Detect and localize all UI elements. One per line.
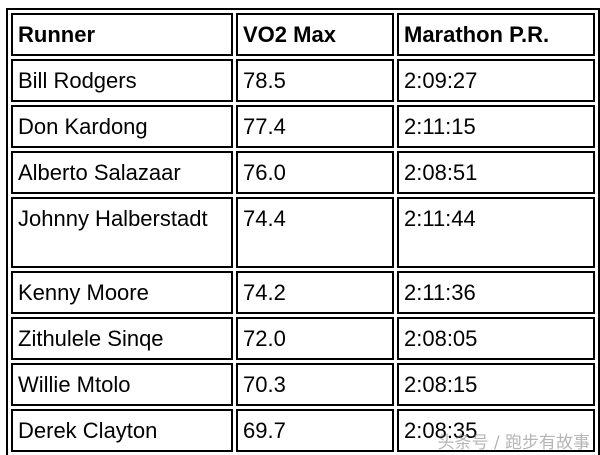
runner-cell: Bill Rodgers <box>11 59 233 102</box>
table-row: Zithulele Sinqe 72.0 2:08:05 <box>11 317 595 360</box>
vo2-cell: 76.0 <box>236 151 394 194</box>
header-marathon-pr: Marathon P.R. <box>397 13 595 56</box>
runner-vo2-table: Runner VO2 Max Marathon P.R. Bill Rodger… <box>6 8 600 455</box>
header-vo2-max: VO2 Max <box>236 13 394 56</box>
table-row: Alberto Salazaar 76.0 2:08:51 <box>11 151 595 194</box>
runner-cell: Don Kardong <box>11 105 233 148</box>
table-row: Willie Mtolo 70.3 2:08:15 <box>11 363 595 406</box>
table-row: Johnny Halberstadt 74.4 2:11:44 <box>11 197 595 268</box>
runner-cell: Zithulele Sinqe <box>11 317 233 360</box>
runner-cell: Derek Clayton <box>11 409 233 452</box>
header-runner: Runner <box>11 13 233 56</box>
pr-cell: 2:08:35 <box>397 409 595 452</box>
vo2-cell: 70.3 <box>236 363 394 406</box>
vo2-cell: 78.5 <box>236 59 394 102</box>
pr-cell: 2:11:15 <box>397 105 595 148</box>
pr-cell: 2:09:27 <box>397 59 595 102</box>
table-row: Derek Clayton 69.7 2:08:35 <box>11 409 595 452</box>
vo2-cell: 69.7 <box>236 409 394 452</box>
pr-cell: 2:11:44 <box>397 197 595 268</box>
table-row: Don Kardong 77.4 2:11:15 <box>11 105 595 148</box>
table-row: Bill Rodgers 78.5 2:09:27 <box>11 59 595 102</box>
pr-cell: 2:08:05 <box>397 317 595 360</box>
runner-cell: Kenny Moore <box>11 271 233 314</box>
runner-cell: Johnny Halberstadt <box>11 197 233 268</box>
vo2-cell: 77.4 <box>236 105 394 148</box>
pr-cell: 2:08:15 <box>397 363 595 406</box>
vo2-cell: 74.2 <box>236 271 394 314</box>
pr-cell: 2:11:36 <box>397 271 595 314</box>
watermark: 头条号 / 跑步有故事 <box>437 433 590 453</box>
runner-cell: Willie Mtolo <box>11 363 233 406</box>
runner-cell: Alberto Salazaar <box>11 151 233 194</box>
vo2-cell: 72.0 <box>236 317 394 360</box>
header-row: Runner VO2 Max Marathon P.R. <box>11 13 595 56</box>
table-row: Kenny Moore 74.2 2:11:36 <box>11 271 595 314</box>
vo2-cell: 74.4 <box>236 197 394 268</box>
pr-cell: 2:08:51 <box>397 151 595 194</box>
